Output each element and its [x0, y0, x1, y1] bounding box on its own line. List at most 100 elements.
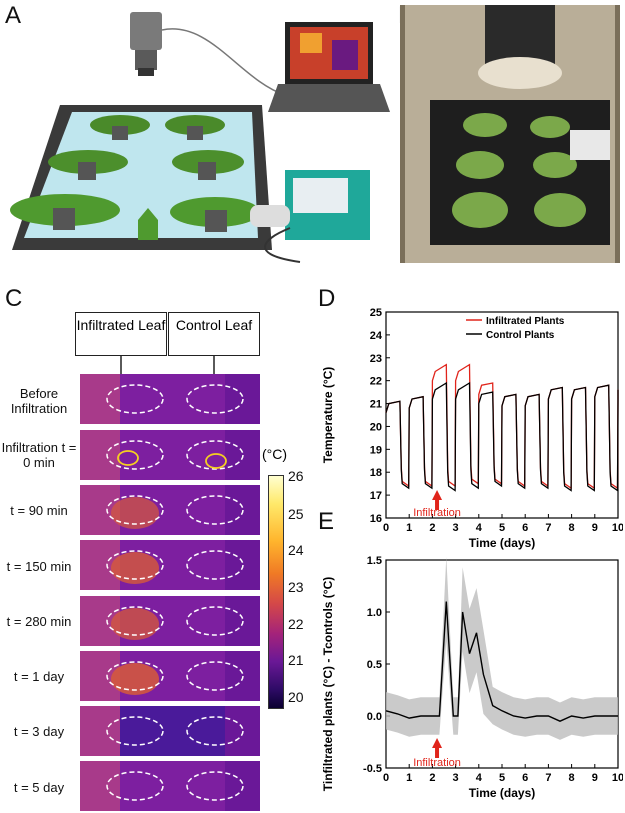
chart-e: 0 1 2 3 4 5 6 7 8 9 10 -0.5 0.0 0.5 1.0 1.5 Time (days) T… [321, 555, 623, 800]
col-label-infiltrated: Infiltrated Leaf [75, 312, 167, 356]
control-leaf-outline [186, 606, 244, 636]
plant-icon [10, 115, 260, 232]
control-leaf-outline [186, 550, 244, 580]
laptop-icon [268, 22, 390, 112]
x-tick-label: 4 [476, 772, 483, 784]
row-label-t0: Infiltration t = 0 min [1, 440, 77, 470]
x-tick-label: 2 [429, 772, 435, 784]
infiltration-label: Infiltration [413, 757, 461, 769]
colorbar-tick: 24 [288, 542, 304, 558]
y-tick-label: 24 [370, 330, 383, 342]
sensor-icon [138, 208, 158, 240]
x-tick-label: 9 [592, 772, 598, 784]
colorbar-tick: 22 [288, 616, 304, 632]
infiltrated-leaf-outline [106, 550, 164, 580]
thermal-region [80, 430, 120, 480]
thermal-image [80, 374, 260, 424]
x-tick-label: 3 [453, 522, 459, 534]
warm-region [111, 663, 159, 695]
x-tick-label: 1 [406, 522, 412, 534]
thermal-image [80, 485, 260, 535]
row-label-t1day: t = 1 day [13, 669, 65, 684]
colorbar [268, 475, 284, 709]
gas-exchange-analyzer-icon [250, 170, 370, 263]
row-label-t150: t = 150 min [6, 559, 72, 574]
panel-letter-a: A [5, 2, 22, 29]
infiltrated-leaf-outline [106, 716, 164, 746]
y-tick-label: 17 [370, 490, 382, 502]
colorbar-tick: 25 [288, 506, 304, 522]
series-line-control [385, 381, 619, 492]
y-tick-label: 18 [370, 467, 382, 479]
x-tick-label: 0 [383, 522, 389, 534]
plant-icon [452, 113, 586, 228]
x-tick-label: 7 [545, 772, 551, 784]
row-label-t280: t = 280 min [6, 614, 72, 629]
x-tick-label: 0 [383, 772, 389, 784]
y-tick-label: 21 [370, 399, 382, 411]
y-tick-label: 16 [370, 513, 382, 525]
x-tick-label: 6 [522, 522, 528, 534]
legend-label: Infiltrated Plants [486, 316, 565, 327]
y-tick-label: 20 [370, 421, 382, 433]
infiltration-arrow [432, 490, 443, 510]
thermal-image [80, 651, 260, 701]
thermal-image [80, 596, 260, 646]
infiltration-label: Infiltration [413, 507, 461, 519]
y-tick-label: 0.5 [367, 659, 382, 671]
thermal-image [80, 761, 260, 811]
series-line-difference [385, 601, 618, 722]
row-label-t90: t = 90 min [10, 503, 68, 518]
panel-a-illustration [10, 12, 390, 263]
colorbar-tick: 21 [288, 652, 304, 668]
control-leaf-outline [186, 771, 244, 801]
x-tick-label: 2 [429, 522, 435, 534]
warm-region [111, 497, 159, 529]
x-tick-label: 6 [522, 772, 528, 784]
x-tick-label: 1 [406, 772, 412, 784]
y-axis-label: Temperature (°C) [321, 367, 335, 464]
thermal-image [80, 430, 260, 480]
panel-letter-c: C [5, 285, 23, 312]
legend-label: Control Plants [486, 330, 555, 341]
x-tick-label: 7 [545, 522, 551, 534]
infiltration-arrow [432, 738, 443, 758]
thermal-camera-icon [130, 12, 162, 76]
thermal-region [80, 761, 120, 811]
x-tick-label: 5 [499, 772, 505, 784]
colorbar-tick: 20 [288, 689, 304, 705]
x-tick-label: 5 [499, 522, 505, 534]
control-leaf-outline [186, 716, 244, 746]
confidence-band [386, 556, 618, 740]
row-label-t3day: t = 3 day [13, 724, 65, 739]
y-axis-label: Tinfiltrated plants (°C) - Tcontrols (°C… [321, 577, 335, 791]
y-tick-label: 19 [370, 444, 382, 456]
y-tick-label: 22 [370, 376, 382, 388]
x-tick-label: 3 [453, 772, 459, 784]
x-tick-label: 10 [612, 522, 623, 534]
thermal-region [80, 706, 120, 756]
control-leaf-outline [186, 384, 244, 414]
infiltrated-leaf-outline [106, 384, 164, 414]
x-tick-label: 9 [592, 522, 598, 534]
y-tick-label: 23 [370, 353, 382, 365]
infiltrated-leaf-outline [106, 661, 164, 691]
panel-b-photo [400, 5, 620, 263]
y-tick-label: -0.5 [363, 763, 382, 775]
x-tick-label: 4 [476, 522, 483, 534]
y-tick-label: 25 [370, 307, 382, 319]
panel-letter-d: D [318, 285, 336, 312]
infiltrated-leaf-outline [106, 606, 164, 636]
control-leaf-outline [186, 495, 244, 525]
warm-region [111, 552, 159, 584]
thermal-image [80, 540, 260, 590]
y-tick-label: 0.0 [367, 711, 382, 723]
x-axis-label: Time (days) [469, 536, 535, 550]
y-tick-label: 1.5 [367, 555, 382, 567]
y-tick-label: 1.0 [367, 607, 382, 619]
thermal-image [80, 706, 260, 756]
colorbar-unit: (°C) [262, 446, 288, 462]
control-leaf-outline [186, 440, 244, 470]
